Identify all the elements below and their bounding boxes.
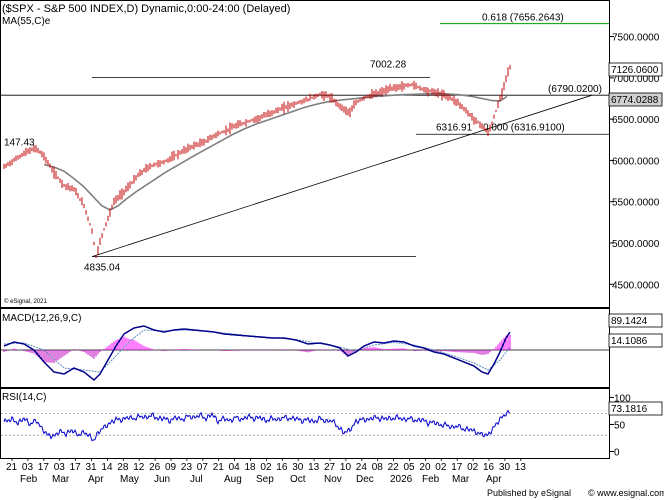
- x-day-label: 28: [117, 462, 129, 473]
- ma-value: 6774.0288: [611, 95, 659, 106]
- price-tick-label: 5000.0000: [612, 239, 660, 250]
- x-day-label: 13: [308, 462, 320, 473]
- x-day-label: 16: [276, 462, 288, 473]
- price-tick-label: 7500.0000: [612, 33, 660, 44]
- rsi-tick-label: 50: [614, 420, 626, 431]
- rsi-tick-label: 0: [614, 448, 620, 459]
- horizontal-levels: 0.618 (7656.2643) 7002.28 (6790.0200) 6316.…: [1, 13, 609, 274]
- zero-label: 0.000 (6316.9100): [483, 122, 565, 133]
- price-tick-label: 6000.0000: [612, 156, 660, 167]
- x-day-label: 17: [38, 462, 50, 473]
- x-day-label: 08: [372, 462, 384, 473]
- x-month-label: Apr: [486, 474, 502, 485]
- signal-value: 14.1086: [611, 336, 648, 347]
- x-day-label: 30: [292, 462, 304, 473]
- price-tick-label: 7000.0000: [612, 74, 660, 85]
- x-day-label: 22: [388, 462, 400, 473]
- x-day-label: 02: [435, 462, 447, 473]
- rsi-line: [3, 409, 511, 442]
- x-month-label: Dec: [356, 474, 374, 485]
- macd-value: 89.1424: [611, 316, 648, 327]
- rsi-panel: [0, 388, 610, 459]
- x-day-label: 02: [260, 462, 272, 473]
- signal-value-box: [608, 333, 663, 348]
- x-month-label: Feb: [422, 474, 440, 485]
- level-6790-label: (6790.0200): [548, 84, 602, 95]
- price-tick-label: 5500.0000: [612, 198, 660, 209]
- x-day-label: 31: [86, 462, 98, 473]
- x-month-label: Apr: [88, 474, 104, 485]
- rising-trendline: [91, 94, 593, 258]
- x-day-label: 27: [324, 462, 336, 473]
- x-axis: 21 03 17 03 17 31 14 28 12 26 09 23 07 21 04 18 02 16 30 13…: [6, 458, 526, 485]
- x-month-label: Feb: [20, 474, 38, 485]
- fib-label: 0.618 (7656.2643): [482, 13, 564, 24]
- x-month-label: 2026: [390, 474, 413, 485]
- x-day-label: 04: [229, 462, 241, 473]
- price-axis: 7500.0000 7000.0000 6500.0000 6000.0000 5500…: [609, 33, 660, 291]
- rsi-tick-label: 100: [614, 393, 631, 404]
- x-month-label: Mar: [52, 474, 70, 485]
- x-day-label: 13: [515, 462, 527, 473]
- macd-panel: [0, 308, 610, 388]
- macd-line: [3, 325, 511, 382]
- x-day-label: 16: [483, 462, 495, 473]
- x-day-label: 03: [22, 462, 34, 473]
- macd-series: [1, 325, 609, 382]
- x-day-label: 23: [181, 462, 193, 473]
- price-panel: [0, 0, 610, 308]
- x-month-label: Sep: [256, 474, 274, 485]
- high-label: 7002.28: [370, 60, 407, 71]
- ma-value-box: [608, 92, 663, 107]
- x-day-label: 17: [70, 462, 82, 473]
- x-month-label: Mar: [452, 474, 470, 485]
- low-recent-label: 6316.91: [436, 122, 473, 133]
- x-day-label: 09: [165, 462, 177, 473]
- macd-value-box: [608, 313, 663, 328]
- esignal-copyright: © eSignal, 2021: [4, 298, 47, 305]
- moving-average: [43, 92, 508, 211]
- x-day-label: 24: [356, 462, 368, 473]
- x-day-label: 10: [340, 462, 352, 473]
- last-price-box: [608, 62, 663, 77]
- rsi-series: 100 50 0: [1, 393, 631, 459]
- footer-published: Published by eSignal: [487, 488, 571, 498]
- x-month-label: Jul: [190, 474, 203, 485]
- rsi-label: RSI(14,C): [2, 392, 46, 403]
- x-day-label: 26: [149, 462, 161, 473]
- price-tick-label: 6500.0000: [612, 115, 660, 126]
- x-month-label: Jun: [154, 474, 170, 485]
- left-level-label: 147.43: [4, 137, 35, 148]
- x-day-label: 12: [133, 462, 145, 473]
- price-tick-label: 4500.0000: [612, 280, 660, 291]
- major-low-label: 4835.04: [84, 263, 121, 274]
- x-day-label: 03: [54, 462, 66, 473]
- x-day-label: 02: [467, 462, 479, 473]
- x-day-label: 21: [6, 462, 18, 473]
- x-month-label: Aug: [224, 474, 242, 485]
- ma-label: MA(55,C)e: [2, 16, 51, 27]
- x-day-label: 21: [213, 462, 225, 473]
- footer-copyright: © www.esignal.com: [588, 488, 664, 498]
- rsi-value: 73.1816: [611, 404, 648, 415]
- x-month-label: May: [120, 474, 139, 485]
- x-month-label: Oct: [290, 474, 306, 485]
- ma-line: [43, 92, 508, 211]
- price-bars: [3, 64, 511, 259]
- x-day-label: 14: [101, 462, 113, 473]
- x-month-label: Nov: [324, 474, 342, 485]
- x-day-label: 20: [419, 462, 431, 473]
- x-day-label: 07: [197, 462, 209, 473]
- chart-title: ($SPX - S&P 500 INDEX,D) Dynamic,0:00-24…: [2, 3, 290, 15]
- rsi-value-box: [608, 401, 663, 416]
- x-day-label: 30: [499, 462, 511, 473]
- last-price-value: 7126.0600: [611, 65, 659, 76]
- x-day-label: 17: [451, 462, 463, 473]
- x-day-label: 18: [245, 462, 257, 473]
- macd-label: MACD(12,26,9,C): [2, 313, 81, 324]
- x-day-label: 05: [404, 462, 416, 473]
